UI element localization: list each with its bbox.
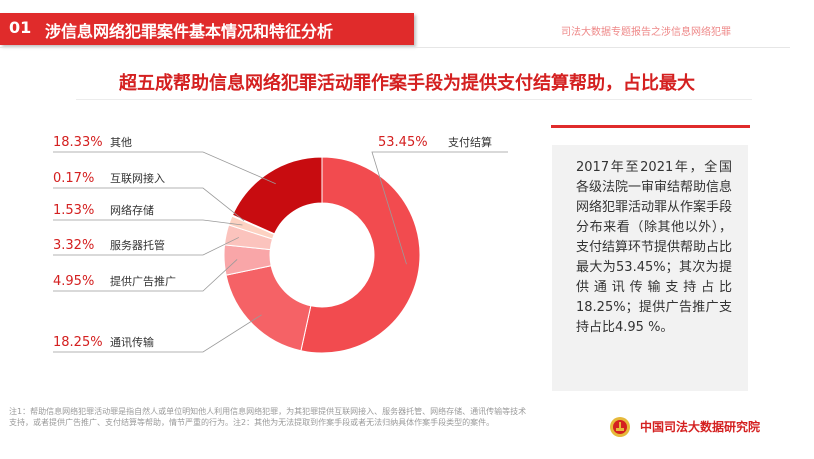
leader-line-4 [53,219,243,226]
accent-rule [551,125,750,128]
data-label-category: 通讯传输 [110,335,154,349]
footnote: 注1：帮助信息网络犯罪活动罪是指自然人或单位明知他人利用信息网络犯罪，为其犯罪提… [9,407,527,427]
section-header: 01 涉信息网络犯罪案件基本情况和特征分析 [0,13,414,45]
leader-line-2 [53,259,238,292]
slice-1 [225,265,312,352]
leader-line-1 [53,314,262,353]
slice-0 [300,156,421,354]
data-label-value: 4.95% [53,274,94,289]
data-label-value: 1.53% [53,203,94,218]
info-panel: 2017年至2021年，全国各级法院一审审结帮助信息网络犯罪活动罪从作案手段分布… [552,145,748,391]
section-title: 涉信息网络犯罪案件基本情况和特征分析 [45,22,334,41]
data-label-value: 18.33% [53,135,103,150]
data-label-category: 提供广告推广 [110,274,176,288]
institute-name: 中国司法大数据研究院 [640,420,761,434]
divider [76,99,752,100]
chart-headline: 超五成帮助信息网络犯罪活动罪作案手段为提供支付结算帮助，占比最大 [119,73,695,94]
divider [0,47,790,48]
court-emblem-icon [610,417,630,437]
section-number: 01 [9,18,32,37]
info-text: 2017年至2021年，全国各级法院一审审结帮助信息网络犯罪活动罪从作案手段分布… [576,160,733,335]
data-label-value: 18.25% [53,335,103,350]
data-label-category: 互联网接入 [110,172,165,185]
leader-line-6 [53,151,276,185]
data-label-value: 3.32% [53,238,94,253]
leader-line-0 [371,151,508,265]
data-label-category: 支付结算 [448,135,492,149]
data-label-value: 53.45% [378,135,428,150]
leader-line-3 [53,237,240,256]
data-label-category: 服务器托管 [110,238,165,252]
data-label-category: 网络存储 [110,203,154,217]
leader-line-5 [53,187,245,222]
report-source: 司法大数据专题报告之涉信息网络犯罪 [561,27,731,38]
data-label-category: 其他 [110,136,132,149]
data-label-value: 0.17% [53,171,94,186]
slice-6 [231,156,323,235]
